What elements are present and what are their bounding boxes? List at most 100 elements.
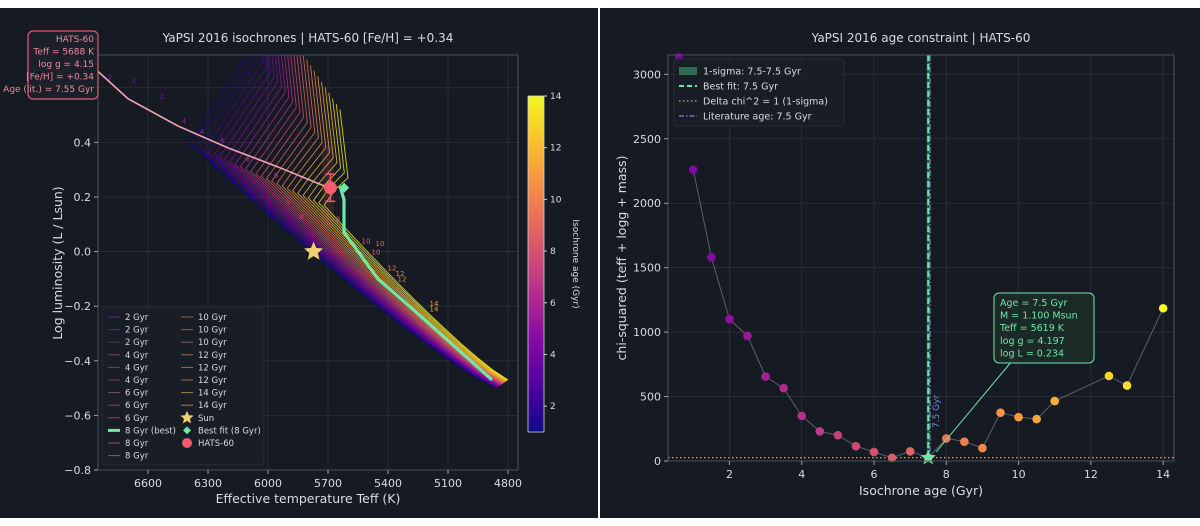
annotation-line: log g = 4.197 — [1000, 336, 1065, 347]
y-axis-label: Log luminosity (L / Lsun) — [50, 186, 65, 339]
legend-item: 1-sigma: 7.5-7.5 Gyr — [703, 67, 801, 78]
y-tick-label: 3000 — [633, 68, 661, 81]
x-tick-label: 8 — [943, 468, 950, 481]
x-tick-label: 5100 — [434, 477, 462, 490]
legend-item: 14 Gyr — [198, 389, 227, 399]
isochrone-line — [307, 92, 507, 382]
isochrone-line — [271, 55, 504, 384]
chi2-point — [761, 372, 770, 381]
sun-marker — [304, 241, 324, 260]
chi2-point — [1050, 396, 1060, 406]
colorbar-tick-label: 2 — [550, 402, 556, 412]
isochrone-age-label: 6 — [286, 199, 291, 207]
y-tick-label: 1000 — [633, 326, 661, 339]
chi2-point — [851, 441, 861, 451]
legend-item: 4 Gyr — [125, 363, 149, 373]
x-axis-label: Effective temperature Teff (K) — [216, 491, 401, 506]
annotation-line: Teff = 5619 K — [999, 323, 1065, 334]
legend-swatch-band — [679, 67, 697, 75]
chi2-point — [905, 447, 915, 456]
chi2-point — [833, 430, 843, 440]
legend-item: Delta chi^2 = 1 (1-sigma) — [703, 97, 828, 108]
colorbar-tick-label: 4 — [550, 350, 556, 360]
legend-item: 14 Gyr — [198, 401, 227, 411]
best-fit-marker — [339, 182, 350, 193]
chi2-point — [1158, 303, 1168, 313]
legend-item: 8 Gyr — [125, 452, 149, 462]
hats60-marker — [323, 181, 337, 195]
isochrone-line — [239, 55, 501, 386]
chi2-point — [707, 253, 716, 262]
isochrone-line — [255, 55, 503, 385]
chi2-point — [942, 434, 951, 443]
legend-box — [673, 58, 845, 127]
x-tick-label: 6300 — [194, 477, 222, 490]
legend-item: 10 Gyr — [198, 313, 227, 323]
literature-vline-label: 7.5 Gyr — [932, 395, 942, 428]
isochrone-line — [187, 55, 497, 389]
chi2-point — [1122, 381, 1132, 390]
isochrone-line — [192, 55, 497, 389]
isochrone-line — [229, 55, 500, 386]
isochrone-age-label: 2 — [132, 76, 136, 84]
isochrone-line — [265, 55, 504, 384]
isochrone-age-label: 12 — [396, 270, 405, 278]
isochrone-age-label: 8 — [300, 213, 304, 221]
legend-item: 2 Gyr — [125, 313, 149, 323]
isochrone-age-label: 4 — [200, 128, 205, 136]
isochrone-age-label: 14 — [430, 306, 439, 314]
colorbar — [527, 95, 545, 433]
isochrone-age-label: 4 — [220, 136, 225, 144]
x-tick-label: 10 — [1012, 468, 1026, 481]
x-tick-label: 6 — [871, 468, 878, 481]
legend-item: 2 Gyr — [125, 326, 149, 336]
chi2-point — [1032, 414, 1041, 424]
y-tick-label: 2500 — [633, 133, 661, 146]
y-tick-label: −0.6 — [64, 409, 91, 422]
colorbar-label: Isochrone age (Gyr) — [570, 219, 580, 308]
legend-sun-icon — [180, 410, 194, 424]
chi2-point — [1014, 412, 1023, 422]
legend-item: 12 Gyr — [198, 351, 227, 361]
y-tick-label: 0.4 — [74, 136, 92, 149]
isochrone-lines — [187, 55, 509, 389]
chi2-point — [725, 314, 734, 324]
legend-item: 4 Gyr — [125, 351, 149, 361]
chi2-point — [815, 427, 825, 436]
isochrone-age-label: 8 — [336, 216, 340, 224]
legend-item: 6 Gyr — [125, 389, 149, 399]
legend-item: 4 Gyr — [125, 376, 149, 386]
info-box-line: [Fe/H] = +0.34 — [26, 73, 94, 83]
x-axis-label: Isochrone age (Gyr) — [859, 483, 983, 498]
legend-item: Sun — [198, 414, 214, 424]
isochrone-line — [218, 55, 499, 387]
x-tick-label: 4 — [798, 468, 805, 481]
isochrone-line — [244, 55, 502, 386]
isochrone-line — [197, 55, 498, 388]
annotation-box — [993, 292, 1095, 364]
isochrone-line — [302, 87, 507, 382]
hats60-track-line — [98, 70, 329, 189]
isochrone-line — [213, 55, 499, 387]
legend-item: 12 Gyr — [198, 376, 227, 386]
chi2-point — [1104, 371, 1114, 381]
chi2-point — [779, 383, 788, 393]
colorbar-tick-label: 12 — [550, 144, 561, 154]
age-constraint-panel: 7.5 Gyr Age = 7.5 Gyr M = 1.100 Msun Teff =… — [600, 8, 1200, 518]
chi2-point — [960, 437, 969, 446]
chi2-point — [743, 331, 752, 341]
y-tick-label: −0.8 — [64, 464, 91, 477]
info-box-line: HATS-60 — [56, 35, 94, 45]
chi2-point — [689, 165, 698, 175]
y-tick-label: 0.0 — [74, 246, 92, 259]
legend-item: Best fit (8 Gyr) — [198, 426, 261, 436]
isochrone-age-label: 12 — [398, 276, 407, 284]
y-tick-label: 500 — [640, 391, 661, 404]
isochrone-age-label: 2 — [160, 93, 164, 101]
y-tick-label: 0.2 — [74, 191, 92, 204]
x-tick-label: 6000 — [254, 477, 282, 490]
chi2-point — [797, 411, 807, 421]
isochrone-age-label: 10 — [362, 237, 371, 245]
